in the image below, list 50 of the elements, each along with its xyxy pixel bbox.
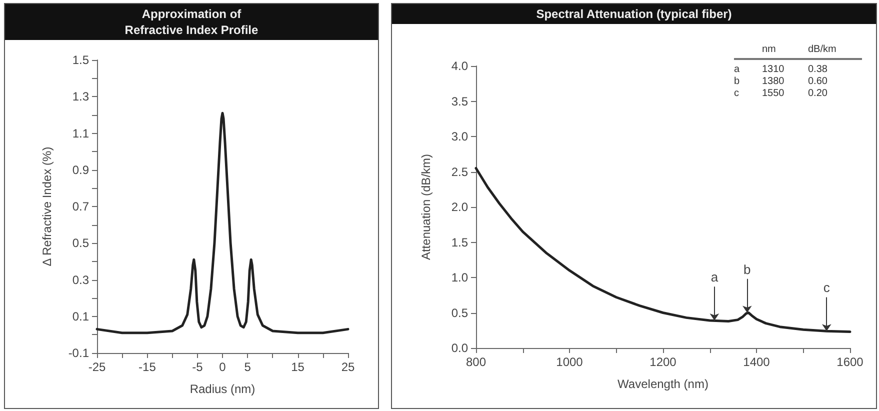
x-tick-label: 25 [341,360,355,374]
annotation: a [734,64,741,75]
annotation: c [823,280,830,296]
annotation: 1380 [762,76,786,87]
text: dB/km [808,44,862,60]
annotation: 0.38 [808,64,828,75]
text: nm [762,44,808,60]
y-tick-label: 3.5 [451,94,468,108]
y-tick-label: 4.0 [451,59,468,73]
annotation: 0.60 [808,76,828,87]
annotation: 1310 [762,64,786,75]
x-tick-label: 1200 [650,355,677,369]
y-axis-title: Δ Refractive Index (%) [40,146,54,266]
annotation: b [744,262,751,277]
y-tick-label: 0.1 [72,309,90,324]
y-tick-label: 0.5 [451,306,468,320]
x-tick-label: 1000 [556,355,584,369]
annotation: 0.20 [808,88,828,99]
y-tick-label: 2.5 [451,164,468,179]
y-tick-label: 0.5 [72,236,90,250]
x-tick-label: 0 [219,360,226,374]
x-tick-label: 1400 [743,355,770,369]
x-axis-title: Wavelength (nm) [618,377,708,391]
y-tick-label: 0.9 [72,162,90,177]
y-tick-label: 1.5 [72,53,90,67]
y-tick-label: 1.1 [72,126,90,140]
x-tick-label: -25 [88,360,106,374]
x-tick-label: 15 [291,360,305,374]
y-tick-label: 3.0 [451,130,468,144]
y-tick-label: 0.7 [72,200,90,214]
x-axis-title: Radius (nm) [190,382,256,396]
x-tick-label: -15 [138,360,156,374]
chart-title: Spectral Attenuation (typical fiber) [392,4,876,24]
annotation: b [734,76,741,87]
annotation: 1550 [762,88,786,99]
x-tick-label: 5 [244,360,252,374]
annotation: c [734,88,740,99]
y-tick-label: 1.3 [72,90,90,104]
y-tick-label: 1.5 [451,235,468,250]
y-tick-label: 1.0 [451,270,468,284]
annotation: a [710,270,719,285]
y-tick-label: 0.3 [72,272,90,287]
x-tick-label: 1600 [836,355,864,369]
x-tick-label: 800 [466,355,486,369]
chart-title: Approximation of Refractive Index Profile [5,4,378,40]
y-axis-title: Attenuation (dB/km) [419,154,433,260]
y-tick-label: 0.0 [451,341,468,355]
y-tick-label: -0.1 [68,346,90,360]
x-tick-label: -5 [192,360,204,374]
y-tick-label: 2.0 [451,200,468,214]
